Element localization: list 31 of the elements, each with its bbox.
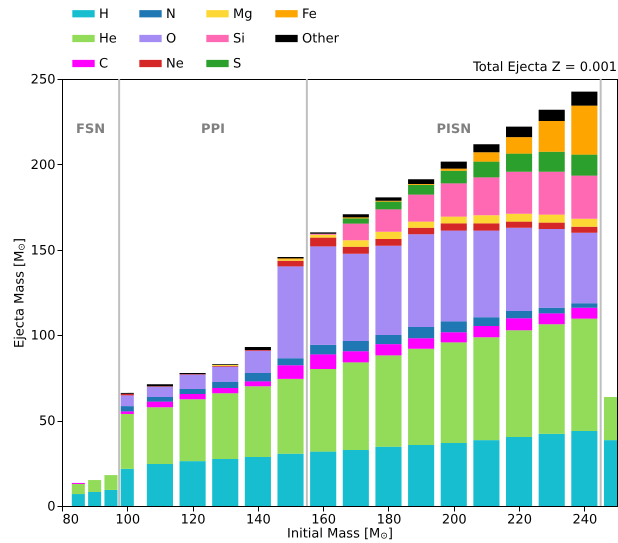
annotation: FSN xyxy=(76,122,106,137)
x-tick-label: 160 xyxy=(311,512,336,528)
y-tick-label: 150 xyxy=(30,243,56,258)
legend-label: H xyxy=(99,6,109,22)
annotation: PPI xyxy=(201,122,225,137)
legend-label: Mg xyxy=(233,6,252,22)
x-tick-label: 80 xyxy=(62,512,80,528)
x-tick-label: 120 xyxy=(180,512,206,528)
legend-label: Ne xyxy=(166,56,184,72)
x-tick-label: 100 xyxy=(115,512,140,528)
y-tick-label: 50 xyxy=(38,414,56,430)
legend-label: C xyxy=(99,56,108,72)
legend-label: Fe xyxy=(302,6,317,22)
y-tick-label: 200 xyxy=(30,158,56,173)
x-axis-title: Initial Mass [M$_{⊙}$] xyxy=(287,526,393,542)
legend-label: Si xyxy=(233,32,245,46)
x-tick-label: 140 xyxy=(246,512,271,528)
legend-label: S xyxy=(233,56,242,72)
y-tick-label: 100 xyxy=(30,328,56,344)
legend-label: Other xyxy=(302,32,340,46)
y-tick-label: 250 xyxy=(30,72,56,88)
y-tick-label: 0 xyxy=(47,500,56,514)
legend-label: O xyxy=(166,32,176,46)
legend-label: He xyxy=(99,32,117,46)
x-tick-label: 180 xyxy=(376,512,402,528)
chart-title: Total Ejecta Z = 0.001 xyxy=(472,60,617,75)
x-tick-label: 240 xyxy=(572,512,598,528)
legend-label: N xyxy=(166,6,176,22)
x-tick-label: 200 xyxy=(442,512,467,528)
annotation: PISN xyxy=(436,122,472,137)
x-tick-label: 220 xyxy=(507,512,532,528)
